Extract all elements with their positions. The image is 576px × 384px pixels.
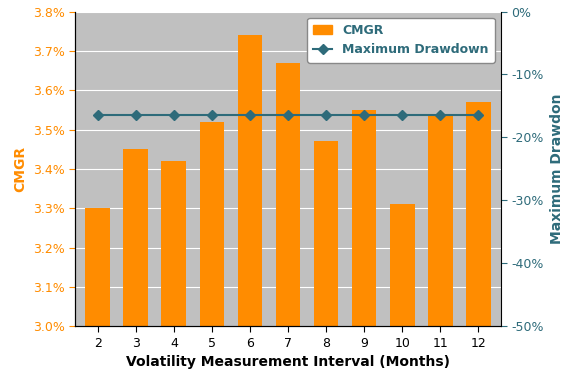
Bar	[314, 141, 339, 384]
Bar	[123, 149, 148, 384]
Y-axis label: Maximum Drawdon: Maximum Drawdon	[550, 94, 563, 244]
Bar	[85, 209, 110, 384]
Bar	[276, 63, 300, 384]
X-axis label: Volatility Measurement Interval (Months): Volatility Measurement Interval (Months)	[126, 355, 450, 369]
Bar	[352, 110, 377, 384]
Bar	[199, 122, 224, 384]
Bar	[428, 114, 453, 384]
Legend: CMGR, Maximum Drawdown: CMGR, Maximum Drawdown	[307, 18, 495, 63]
Bar	[161, 161, 186, 384]
Bar	[390, 204, 415, 384]
Bar	[237, 35, 262, 384]
Y-axis label: CMGR: CMGR	[13, 146, 27, 192]
Bar	[466, 102, 491, 384]
